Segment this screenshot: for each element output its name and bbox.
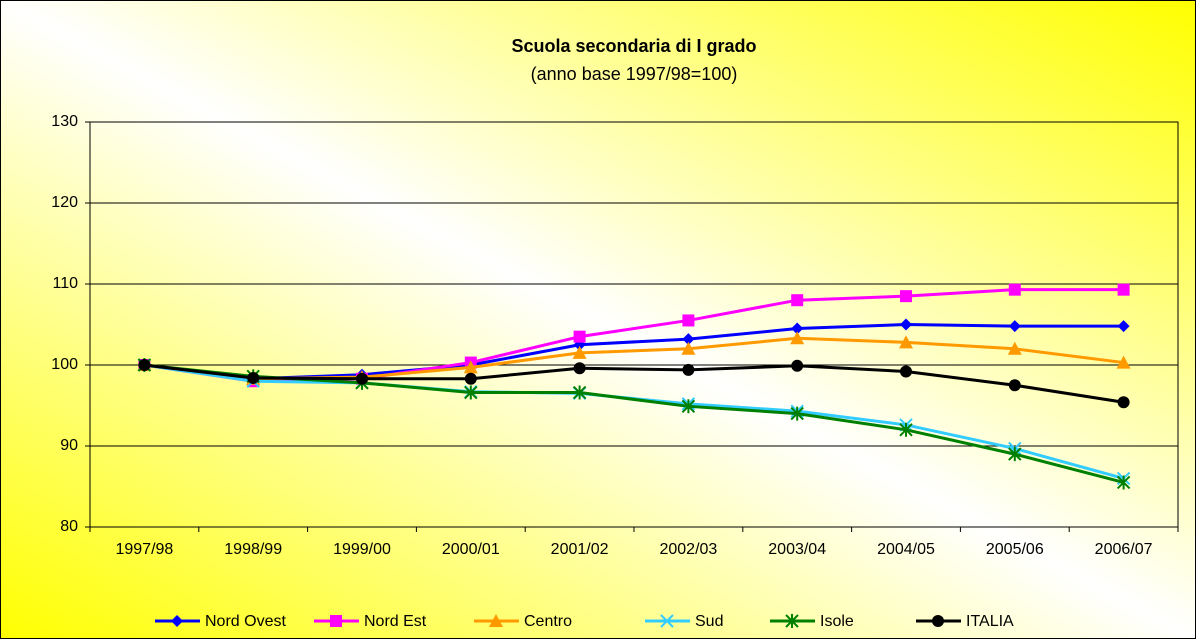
marker [900,318,912,331]
y-tick-label: 130 [51,113,78,130]
marker [681,399,696,414]
marker [682,333,695,346]
series-line [144,363,1124,404]
marker [790,331,805,345]
marker [682,314,695,327]
marker [489,614,503,627]
marker [682,363,695,376]
marker [1007,341,1022,355]
marker [572,385,587,400]
y-tick-label: 90 [60,437,78,454]
marker [1116,475,1131,490]
marker [572,345,587,359]
x-tick-label: 1999/00 [333,541,391,558]
marker [1117,396,1130,409]
marker [1117,320,1130,333]
marker [463,360,478,374]
marker [247,371,260,384]
legend-label: ITALIA [966,613,1014,630]
x-tick-label: 2004/05 [877,541,935,558]
marker [573,330,586,343]
x-tick-label: 2000/01 [442,541,500,558]
marker [899,335,913,349]
x-tick-label: 2006/07 [1095,541,1153,558]
marker [899,422,913,437]
y-tick-label: 80 [60,518,78,535]
chart-subtitle: (anno base 1997/98=100) [531,64,738,84]
marker [1008,320,1021,333]
legend-label: Isole [820,613,854,630]
marker [681,341,696,355]
marker [1117,283,1130,296]
marker [464,372,477,385]
marker [356,372,368,385]
x-tick-label: 1997/98 [115,541,173,558]
marker [791,294,804,307]
x-tick-label: 1998/99 [224,541,282,558]
y-tick-label: 120 [51,194,78,211]
legend-label: Centro [524,613,572,630]
marker [138,359,151,371]
marker [900,290,912,303]
marker [785,614,799,628]
y-tick-label: 100 [51,356,78,373]
marker [330,615,342,627]
x-tick-label: 2003/04 [768,541,826,558]
x-tick-label: 2001/02 [551,541,609,558]
legend-label: Nord Est [364,613,427,630]
marker [791,322,804,335]
x-tick-label: 2002/03 [659,541,717,558]
y-tick-label: 110 [52,275,78,292]
x-tick-label: 2005/06 [986,541,1044,558]
marker [464,385,478,400]
legend-label: Sud [695,613,723,630]
chart-title: Scuola secondaria di I grado [511,36,756,56]
marker [790,406,804,421]
legend-label: Nord Ovest [205,613,286,630]
marker [932,615,944,627]
marker [1008,379,1021,392]
marker [791,359,804,372]
marker [1116,355,1131,369]
marker [900,365,912,378]
marker [171,615,183,627]
marker [660,614,674,628]
marker [1008,447,1022,462]
marker [573,362,586,375]
marker [1008,283,1021,296]
